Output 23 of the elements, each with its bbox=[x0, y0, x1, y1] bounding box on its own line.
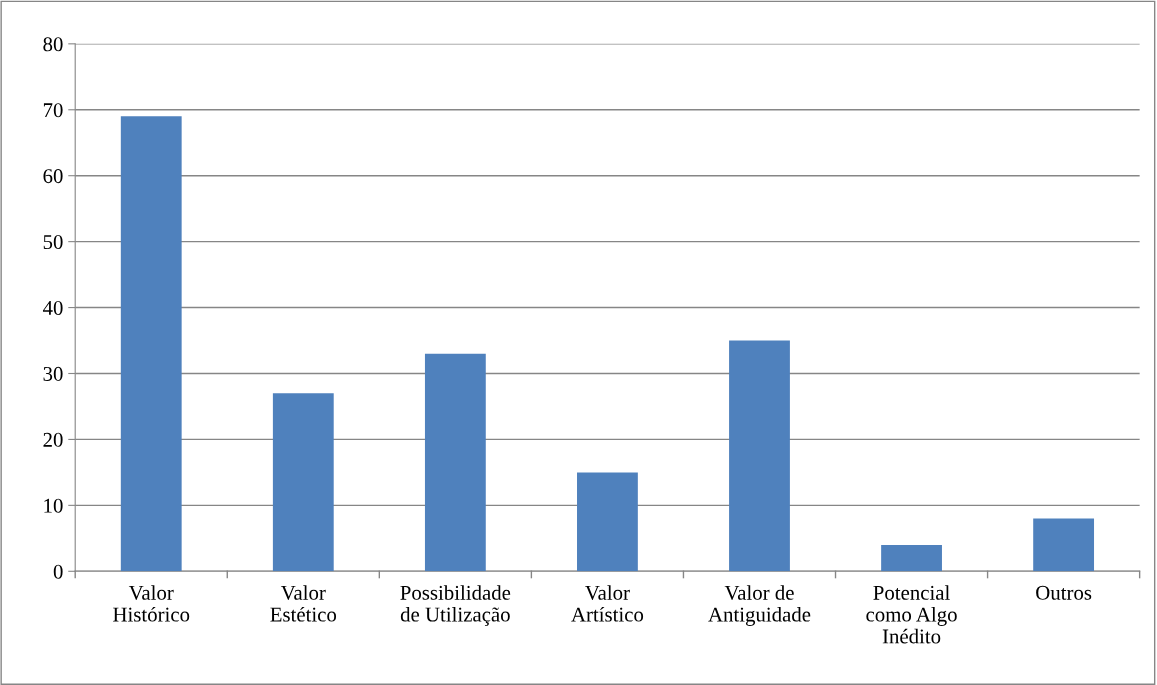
y-tick-label: 60 bbox=[43, 169, 63, 184]
bar bbox=[120, 116, 182, 572]
y-tick-label: 20 bbox=[43, 432, 63, 447]
bar bbox=[272, 393, 334, 572]
bar bbox=[577, 472, 638, 572]
y-tick-label: 80 bbox=[43, 37, 63, 52]
x-tick-label: Outros bbox=[1036, 585, 1092, 600]
x-tick-label: Valor Artístico bbox=[571, 585, 644, 622]
bar bbox=[424, 353, 486, 572]
x-tick-label: Possibilidade de Utilização bbox=[400, 585, 511, 626]
x-tick-label: Valor Histórico bbox=[113, 585, 190, 622]
x-tick-label: Valor de Antiguidade bbox=[708, 585, 811, 626]
y-tick-label: 50 bbox=[43, 235, 63, 250]
y-tick-label: 0 bbox=[53, 564, 63, 579]
y-tick-label: 10 bbox=[44, 498, 63, 513]
bar bbox=[881, 544, 942, 572]
y-tick-label: 30 bbox=[43, 366, 63, 381]
y-tick-label: 40 bbox=[42, 300, 63, 315]
y-tick-label: 70 bbox=[43, 103, 63, 118]
x-tick-label: Potencial como Algo Inédito bbox=[866, 585, 957, 644]
bar bbox=[1033, 518, 1095, 572]
bar bbox=[729, 340, 790, 572]
x-tick-label: Valor Estético bbox=[270, 585, 337, 622]
